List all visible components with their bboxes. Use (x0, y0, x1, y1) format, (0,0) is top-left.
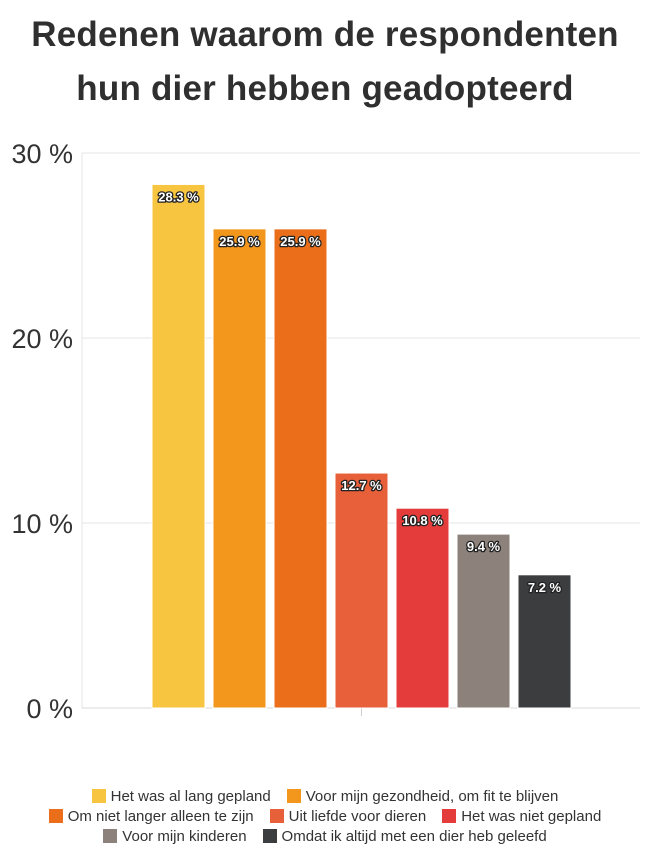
legend-swatch (48, 809, 63, 823)
bar (456, 533, 511, 709)
legend-swatch (91, 789, 106, 803)
bar (334, 472, 389, 709)
legend-label: Het was al lang gepland (110, 787, 271, 805)
legend-item[interactable]: Het was al lang gepland (91, 787, 271, 805)
bar (517, 574, 572, 709)
bar (151, 183, 206, 709)
y-tick-label: 0 % (26, 694, 73, 724)
legend-label: Het was niet gepland (461, 807, 602, 825)
y-tick-label: 30 % (11, 139, 73, 169)
y-tick-label: 20 % (11, 324, 73, 354)
legend-row: Voor mijn kinderen Omdat ik altijd met e… (0, 826, 650, 846)
legend-item[interactable]: Om niet langer alleen te zijn (48, 807, 254, 825)
data-label: 25.9 % (219, 234, 260, 249)
legend-swatch (262, 829, 277, 843)
bar-chart: 0 % 10 % 20 % 30 % 28.3 % 25.9 % 25.9 % 12.7 % 1… (11, 139, 640, 724)
legend-item[interactable]: Omdat ik altijd met een dier heb geleefd (262, 827, 547, 845)
data-label: 25.9 % (280, 234, 321, 249)
legend-item[interactable]: Het was niet gepland (442, 808, 601, 825)
bar (395, 507, 450, 709)
legend-label: Omdat ik altijd met een dier heb geleefd (281, 827, 547, 845)
legend-swatch (103, 829, 118, 843)
legend-row: Het was al lang gepland Voor mijn gezond… (0, 786, 650, 806)
legend-item[interactable]: Voor mijn kinderen (103, 827, 247, 845)
legend-swatch (286, 789, 301, 803)
bar (212, 228, 267, 709)
data-label: 9.4 % (467, 539, 501, 554)
legend-item[interactable]: Voor mijn gezondheid, om fit te blijven (286, 787, 559, 805)
legend-swatch (269, 809, 284, 823)
legend-label: Voor mijn kinderen (122, 827, 247, 845)
data-label: 12.7 % (341, 478, 382, 493)
legend-label: Om niet langer alleen te zijn (67, 807, 254, 825)
chart-title: Redenen waarom de respondenten hun dier … (0, 8, 650, 116)
data-label: 7.2 % (528, 580, 562, 595)
chart-title-line-1: Redenen waarom de respondenten (31, 15, 619, 54)
legend-swatch (442, 809, 457, 823)
chart-legend: Het was al lang gepland Voor mijn gezond… (0, 786, 650, 846)
bar (273, 228, 328, 709)
y-tick-label: 10 % (11, 509, 73, 539)
chart-title-line-2: hun dier hebben geadopteerd (76, 69, 574, 108)
legend-label: Uit liefde voor dieren (288, 807, 427, 825)
legend-row: Om niet langer alleen te zijn Uit liefde… (0, 806, 650, 826)
data-label: 10.8 % (402, 513, 443, 528)
legend-label: Voor mijn gezondheid, om fit te blijven (305, 787, 559, 805)
data-label: 28.3 % (158, 189, 199, 204)
legend-item[interactable]: Uit liefde voor dieren (269, 807, 427, 825)
